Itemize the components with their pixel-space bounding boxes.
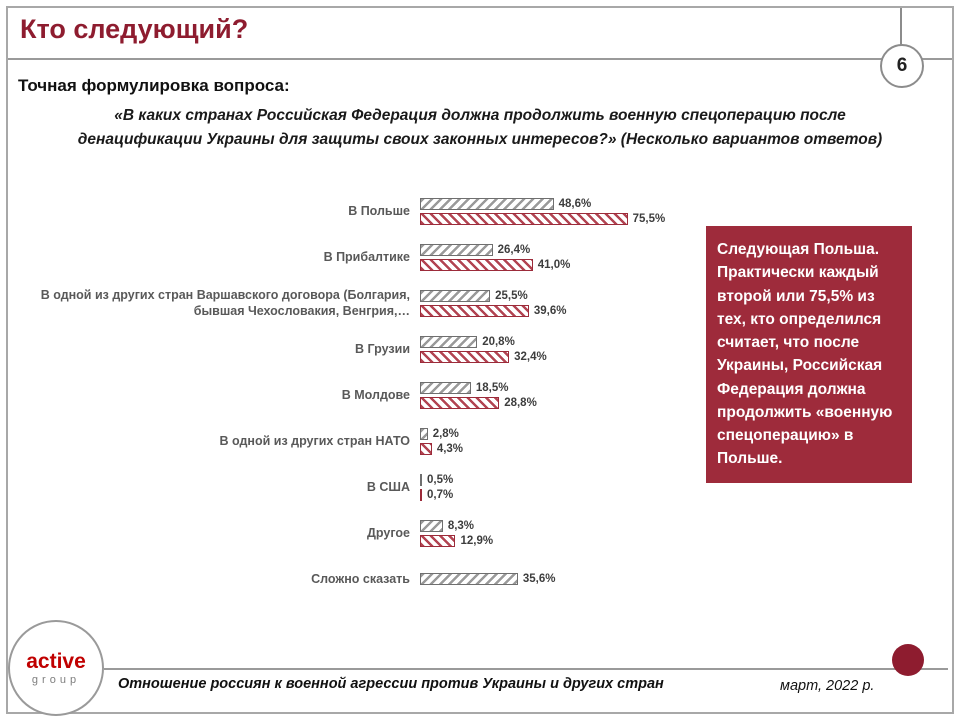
red-hatched-bar: [420, 304, 529, 317]
bar-line: 20,8%: [420, 335, 712, 348]
chart-row: Сложно сказать 35,6%: [22, 556, 712, 602]
bar-group: 18,5% 28,8%: [420, 381, 712, 409]
value-label: 35,6%: [522, 573, 556, 585]
value-label: 48,6%: [558, 197, 592, 210]
bar-chart: В Польше 48,6% 75,5% В Прибалтике 26,4% 41,0%…: [22, 188, 712, 602]
footer-date: март, 2022 р.: [780, 678, 875, 694]
category-label: В Грузии: [355, 341, 410, 356]
value-label: 20,8%: [482, 335, 515, 348]
category-label: В Польше: [348, 203, 410, 218]
bar-line: 25,5%: [420, 289, 712, 302]
gray-hatched-bar: [420, 427, 428, 440]
category-label: Другое: [367, 525, 410, 540]
chart-row: В Польше 48,6% 75,5%: [22, 188, 712, 234]
category-label: В одной из других стран Варшавского дого…: [40, 287, 410, 318]
page-title: Кто следующий?: [20, 14, 249, 44]
red-hatched-bar: [420, 488, 422, 501]
red-hatched-bar: [420, 396, 500, 409]
bar-line: 48,6%: [420, 197, 712, 210]
bar-line: 12,9%: [420, 534, 712, 547]
category-label: В США: [366, 479, 410, 494]
value-label: 39,6%: [533, 304, 567, 317]
bar-line: 8,3%: [420, 519, 712, 532]
value-label: 0,5%: [427, 473, 454, 486]
chart-row: В Молдове 18,5% 28,8%: [22, 372, 712, 418]
bar-group: 48,6% 75,5%: [420, 197, 712, 225]
value-label: 75,5%: [632, 212, 666, 225]
question-text: «В каких странах Российская Федерация до…: [77, 107, 883, 149]
category-label: Сложно сказать: [311, 571, 410, 586]
bar-line: 0,7%: [420, 488, 712, 501]
red-hatched-bar: [420, 534, 456, 547]
value-label: 18,5%: [475, 381, 509, 394]
gray-hatched-bar: [420, 289, 491, 302]
bar-line: 4,3%: [420, 442, 712, 455]
chart-row: В Прибалтике 26,4% 41,0%: [22, 234, 712, 280]
gray-hatched-bar: [420, 381, 471, 394]
value-label: 0,7%: [427, 488, 454, 501]
value-label: 26,4%: [497, 243, 531, 256]
bar-group: 26,4% 41,0%: [420, 243, 712, 271]
category-label: В одной из других стран НАТО: [219, 433, 410, 448]
bar-line: 35,6%: [420, 573, 712, 586]
bar-line: 75,5%: [420, 212, 712, 225]
chart-row: Другое 8,3% 12,9%: [22, 510, 712, 556]
value-label: 2,8%: [432, 427, 459, 440]
value-label: 4,3%: [436, 442, 464, 455]
value-label: 8,3%: [447, 519, 475, 532]
bar-line: 0,5%: [420, 473, 712, 486]
red-hatched-bar: [420, 258, 533, 271]
logo-text-active: active: [26, 649, 86, 673]
logo-text-group: group: [31, 673, 81, 686]
value-label: 32,4%: [514, 350, 547, 363]
bar-line: 39,6%: [420, 304, 712, 317]
callout: Следующая Польша. Практически каждый вто…: [706, 226, 912, 483]
page-number-badge: 6: [880, 44, 924, 88]
value-label: 25,5%: [495, 289, 528, 302]
bar-group: 8,3% 12,9%: [420, 519, 712, 547]
category-label: В Прибалтике: [323, 249, 410, 264]
gray-hatched-bar: [420, 573, 518, 585]
chart-row: В США 0,5% 0,7%: [22, 464, 712, 510]
bar-line: 41,0%: [420, 258, 712, 271]
bar-group: 2,8% 4,3%: [420, 427, 712, 455]
chart-row: В одной из других стран НАТО 2,8% 4,3%: [22, 418, 712, 464]
page-badge-stem: [900, 8, 902, 46]
chart-row: В Грузии 20,8% 32,4%: [22, 326, 712, 372]
bar-line: 18,5%: [420, 381, 712, 394]
footer-source-text: Отношение россиян к военной агрессии про…: [118, 676, 664, 692]
bar-line: 28,8%: [420, 396, 712, 409]
gray-hatched-bar: [420, 519, 443, 532]
bar-group: 0,5% 0,7%: [420, 473, 712, 501]
gray-hatched-bar: [420, 197, 554, 210]
value-label: 12,9%: [460, 534, 494, 547]
active-group-logo: active group: [8, 620, 104, 716]
bar-group: 25,5% 39,6%: [420, 289, 712, 317]
red-hatched-bar: [420, 350, 510, 363]
value-label: 41,0%: [537, 258, 571, 271]
chart-row: В одной из других стран Варшавского дого…: [22, 280, 712, 326]
gray-hatched-bar: [420, 243, 493, 256]
footer-divider: [104, 668, 948, 670]
bar-line: 2,8%: [420, 427, 712, 440]
bar-line: 26,4%: [420, 243, 712, 256]
question-heading: Точная формулировка вопроса:: [18, 76, 290, 95]
bar-group: 20,8% 32,4%: [420, 335, 712, 363]
gray-hatched-bar: [420, 473, 422, 486]
bar-line: 32,4%: [420, 350, 712, 363]
red-hatched-bar: [420, 442, 432, 455]
decorative-red-dot-icon: [892, 644, 924, 676]
title-divider: [8, 58, 952, 60]
category-label: В Молдове: [341, 387, 410, 402]
gray-hatched-bar: [420, 335, 478, 348]
value-label: 28,8%: [504, 396, 537, 409]
red-hatched-bar: [420, 212, 628, 225]
bar-group: 35,6%: [420, 573, 712, 586]
